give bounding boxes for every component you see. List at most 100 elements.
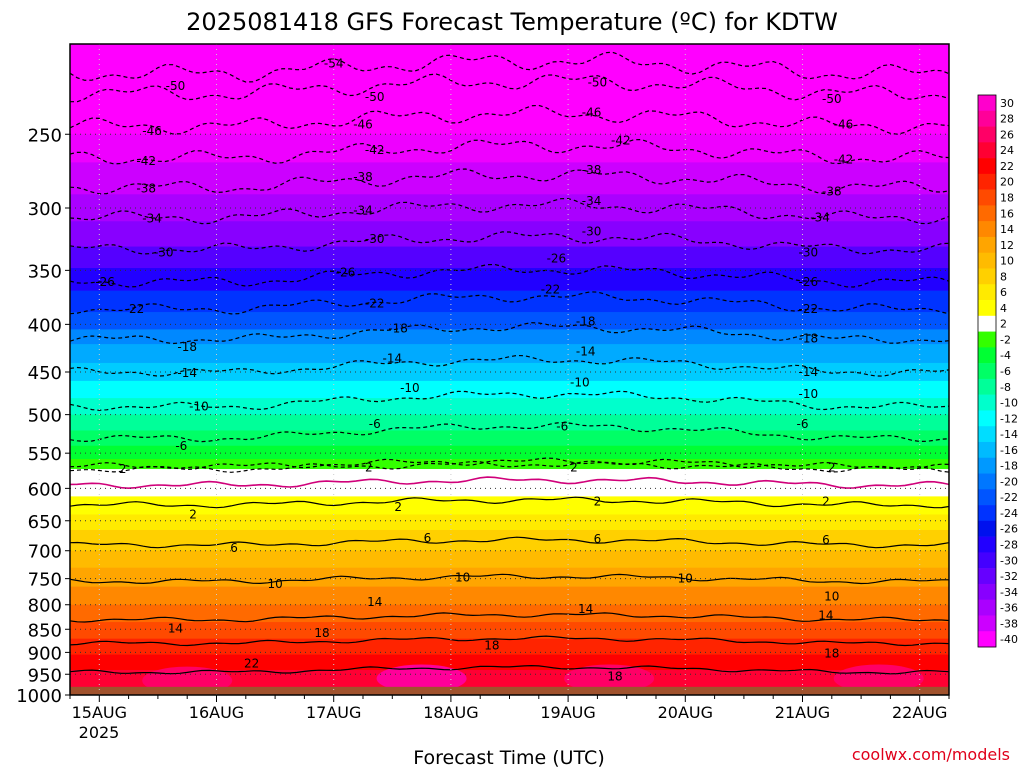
temperature-band — [70, 586, 949, 606]
temperature-band — [70, 362, 949, 382]
contour-line — [70, 476, 949, 490]
warm-pocket — [564, 664, 655, 693]
colorbar-label: -36 — [1000, 602, 1018, 615]
contour-label: -50 — [588, 76, 608, 90]
y-tick-label: 600 — [28, 479, 62, 500]
contour-label: 2 — [394, 500, 402, 514]
colorbar-label: 14 — [1000, 223, 1014, 236]
contour-label: 2 — [828, 461, 836, 475]
colorbar-label: -34 — [1000, 586, 1018, 599]
y-tick-label: 1000 — [16, 686, 62, 707]
contour-line — [70, 291, 949, 315]
contour-label: -38 — [582, 163, 602, 177]
contour-label: 10 — [678, 572, 693, 586]
colorbar-label: 18 — [1000, 192, 1014, 205]
temperature-band — [70, 496, 949, 515]
contour-label: 10 — [455, 571, 470, 585]
contour-label: -54 — [324, 57, 344, 71]
colorbar-label: 30 — [1000, 97, 1014, 110]
contour-label: -38 — [136, 182, 156, 196]
contour-label: 14 — [578, 602, 593, 616]
colorbar-swatch — [978, 252, 996, 269]
contour-label: -34 — [353, 204, 373, 218]
colorbar-swatch — [978, 110, 996, 127]
colorbar-swatch — [978, 426, 996, 443]
colorbar-swatch — [978, 378, 996, 395]
y-tick-label: 950 — [28, 665, 62, 686]
colorbar-swatch — [978, 505, 996, 522]
colorbar-label: -26 — [1000, 523, 1018, 536]
colorbar-label: 28 — [1000, 113, 1014, 126]
colorbar-swatch — [978, 189, 996, 206]
contour-line — [70, 168, 949, 195]
colorbar-label: -20 — [1000, 475, 1018, 488]
temperature-band — [70, 430, 949, 447]
contour-line — [70, 390, 949, 411]
colorbar-swatch — [978, 615, 996, 632]
warm-pocket — [376, 664, 467, 693]
temperature-band — [70, 44, 949, 93]
contour-label: -34 — [582, 194, 602, 208]
colorbar-label: -30 — [1000, 554, 1018, 567]
temperature-band — [70, 622, 949, 640]
contour-label: -22 — [799, 302, 819, 316]
colorbar-label: -28 — [1000, 538, 1018, 551]
contour-label: -18 — [388, 321, 408, 335]
contour-label: -10 — [799, 387, 819, 401]
contour-label: 18 — [824, 646, 839, 660]
grid-lines — [70, 44, 949, 695]
colorbar-label: 20 — [1000, 176, 1014, 189]
contour-label: -34 — [810, 210, 830, 224]
colorbar-swatch — [978, 568, 996, 585]
x-axis-year: 2025 — [79, 723, 120, 742]
temperature-band — [70, 398, 949, 416]
contour-line — [70, 635, 949, 647]
contour-label: 6 — [822, 533, 830, 547]
contour-label: -18 — [799, 331, 819, 345]
colorbar-swatch — [978, 315, 996, 332]
colorbar-label: 8 — [1000, 270, 1007, 283]
colorbar-swatch — [978, 599, 996, 616]
contour-label: 2 — [594, 495, 602, 509]
contour-line — [70, 460, 949, 473]
credit-text: coolwx.com/models — [852, 745, 1010, 764]
contour-label: -14 — [799, 365, 819, 379]
contour-label: 6 — [594, 532, 602, 546]
colorbar-swatch — [978, 457, 996, 474]
contour-line — [70, 573, 949, 585]
contour-label: -46 — [834, 117, 854, 131]
y-tick-label: 750 — [28, 570, 62, 591]
y-axis: 2503003504004505005506006507007508008509… — [16, 125, 70, 707]
colorbar-swatch — [978, 221, 996, 238]
x-tick-label: 15AUG — [72, 703, 127, 722]
temperature-band — [70, 567, 949, 588]
temperature-band — [70, 290, 949, 313]
colorbar-label: -8 — [1000, 381, 1011, 394]
contour-label: -46 — [353, 117, 373, 131]
contour-label: -10 — [570, 376, 590, 390]
temperature-band — [70, 329, 949, 345]
y-tick-label: 350 — [28, 261, 62, 282]
contour-label: -42 — [136, 154, 156, 168]
contour-line — [70, 354, 949, 377]
colorbar-swatch — [978, 126, 996, 143]
temperature-band — [70, 414, 949, 431]
y-tick-label: 450 — [28, 363, 62, 384]
x-tick-label: 18AUG — [423, 703, 478, 722]
colorbar-label: -4 — [1000, 349, 1011, 362]
colorbar-label: 4 — [1000, 302, 1007, 315]
contour-label: -42 — [611, 134, 631, 148]
contour-label: 14 — [367, 595, 382, 609]
contour-label: -14 — [177, 366, 197, 380]
contour-label: -26 — [95, 275, 115, 289]
colorbar-swatch — [978, 520, 996, 537]
y-tick-label: 400 — [28, 315, 62, 336]
temperature-band — [70, 514, 949, 531]
contour-label: -22 — [365, 297, 385, 311]
contour-line — [70, 51, 949, 83]
contour-label: -14 — [382, 351, 402, 365]
temperature-band — [70, 459, 949, 470]
colorbar-label: -18 — [1000, 460, 1018, 473]
colorbar-label: -16 — [1000, 444, 1018, 457]
colorbar-label: -40 — [1000, 633, 1018, 646]
